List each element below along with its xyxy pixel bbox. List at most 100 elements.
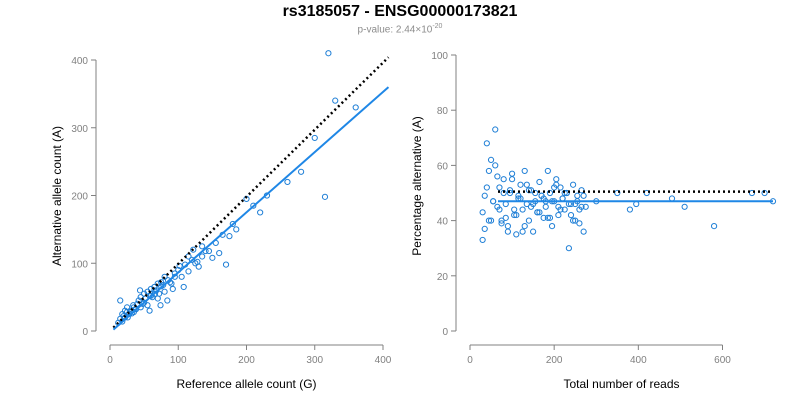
y-tick-label: 100 — [71, 259, 88, 270]
y-axis-label: Alternative allele count (A) — [50, 126, 64, 266]
data-point — [483, 184, 490, 191]
data-point — [519, 228, 526, 235]
data-point — [536, 178, 543, 186]
y-tick-label: 20 — [437, 272, 449, 283]
data-point — [257, 209, 264, 216]
x-axis-label: Total number of reads — [563, 377, 679, 391]
data-point — [352, 104, 359, 111]
data-point — [250, 202, 257, 209]
data-point — [222, 261, 230, 268]
data-point — [321, 193, 329, 200]
data-point — [194, 258, 201, 265]
data-point — [494, 173, 501, 180]
y-axis-label: Percentage alternative (A) — [410, 116, 424, 255]
data-point — [164, 297, 171, 304]
data-point — [485, 167, 493, 175]
y-tick-label: 200 — [71, 192, 88, 203]
data-point — [229, 220, 236, 228]
y-tick-label: 80 — [437, 106, 449, 117]
data-point — [710, 223, 718, 230]
data-point — [481, 225, 488, 232]
y-tick-label: 300 — [71, 124, 88, 135]
data-point — [199, 253, 206, 260]
data-point — [544, 214, 551, 221]
data-point — [508, 170, 516, 177]
data-point — [136, 287, 144, 294]
data-point — [504, 228, 511, 235]
data-point — [534, 209, 541, 216]
data-point — [176, 262, 183, 270]
fit-line — [112, 86, 390, 331]
data-point — [521, 223, 528, 230]
data-point — [144, 302, 151, 309]
data-point — [496, 184, 503, 191]
data-point — [233, 226, 240, 233]
data-point — [492, 126, 499, 133]
data-point — [481, 192, 488, 199]
data-point — [205, 247, 213, 255]
data-point — [209, 254, 216, 261]
x-tick-label: 200 — [238, 355, 255, 366]
data-point — [578, 203, 585, 210]
data-point — [553, 181, 560, 188]
data-point — [178, 273, 185, 280]
data-point — [513, 211, 520, 219]
data-point — [536, 209, 543, 216]
plot-panel-2: 0 200 400 600 0 20 40 60 80 100 Total number of re… — [410, 51, 777, 391]
y-tick-label: 400 — [71, 56, 88, 67]
data-point — [582, 203, 589, 210]
data-point — [565, 245, 572, 252]
y-tick-label: 0 — [82, 327, 88, 338]
x-tick-label: 400 — [630, 355, 647, 366]
data-point — [508, 176, 516, 183]
data-point — [578, 187, 585, 194]
data-point — [185, 253, 192, 260]
data-point — [748, 189, 756, 197]
data-point — [154, 295, 161, 302]
data-point — [626, 206, 634, 213]
data-point — [614, 189, 621, 197]
data-point — [523, 181, 530, 188]
data-point — [490, 198, 497, 205]
y-tick-label: 0 — [442, 327, 448, 338]
data-point — [180, 283, 187, 291]
data-point — [479, 236, 486, 244]
data-point — [580, 192, 587, 199]
data-point — [188, 256, 195, 263]
data-point — [485, 217, 493, 224]
data-point — [553, 176, 560, 183]
plot-panel-1: 0 100 200 300 400 0 100 200 300 400 Reference alle… — [50, 50, 392, 391]
data-point — [515, 192, 522, 199]
data-point — [527, 187, 535, 194]
data-point — [544, 167, 551, 175]
data-point — [479, 209, 486, 216]
data-point — [511, 206, 518, 213]
data-point — [332, 97, 339, 104]
data-point — [226, 233, 233, 240]
data-point — [169, 285, 176, 293]
data-point — [643, 189, 650, 197]
data-point — [199, 243, 206, 250]
data-point — [117, 297, 124, 304]
y-tick-label: 40 — [437, 217, 449, 228]
data-point — [513, 231, 520, 238]
data-point — [185, 268, 192, 275]
data-point — [483, 140, 490, 147]
data-point — [580, 228, 587, 235]
data-point — [298, 168, 305, 175]
data-point — [540, 214, 547, 221]
x-tick-label: 0 — [467, 355, 473, 366]
data-point — [168, 280, 175, 287]
data-point — [542, 203, 549, 210]
data-point — [130, 308, 137, 316]
reference-line — [112, 56, 390, 329]
data-point — [161, 288, 168, 295]
subtitle-prefix: p-value: 2.44×10 — [357, 24, 433, 36]
y-tick-label: 60 — [437, 161, 449, 172]
data-point — [570, 181, 577, 188]
data-point — [527, 203, 535, 210]
data-point — [496, 206, 503, 213]
data-point — [557, 206, 564, 213]
x-axis-label: Reference allele count (G) — [176, 377, 316, 391]
